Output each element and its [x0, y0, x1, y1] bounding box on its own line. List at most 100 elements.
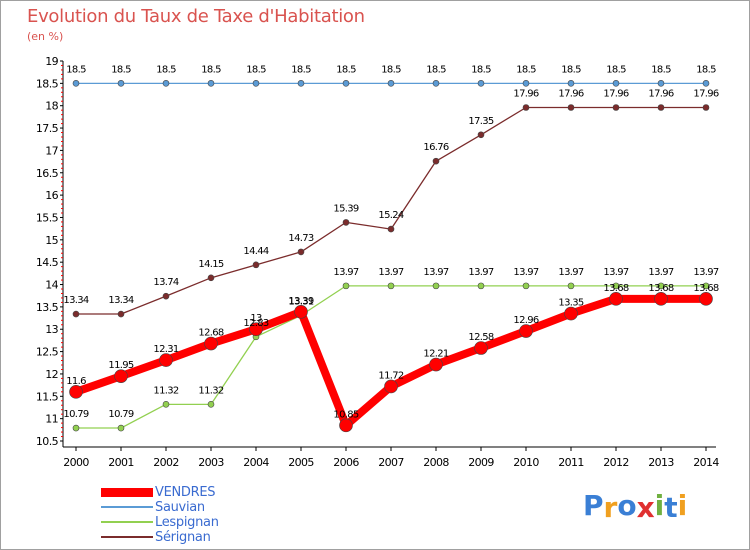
series-vendres-point [249, 322, 263, 337]
series-vendres [69, 292, 713, 433]
series-lespignan-point [477, 282, 485, 290]
series-lespignan-data-label: 13.97 [468, 267, 493, 278]
axes: 10.5 11 11.5 12 12.5 13 13.5 14 14.5 15 15.5 16 16.5… [36, 55, 720, 469]
series-lespignan-data-label: 13.97 [603, 267, 628, 278]
series-serignan-point [567, 104, 575, 111]
series-serignan-point [612, 104, 620, 111]
series-serignan-point [72, 310, 80, 318]
y-tick-label: 11.5 [36, 390, 59, 403]
series-sauvian-data-label: 18.5 [381, 64, 401, 75]
series-serignan-data-label: 15.39 [333, 203, 358, 214]
series-sauvian-data-label: 18.5 [426, 64, 446, 75]
y-tick-label: 13.5 [36, 301, 59, 314]
logo-letter: i [677, 489, 688, 522]
series-serignan-point [342, 219, 350, 226]
series-lespignan-data-label: 13.97 [333, 267, 358, 278]
series-vendres-data-label: 11.95 [108, 360, 133, 371]
logo-letter: i [654, 489, 665, 522]
series-serignan [72, 104, 710, 318]
series-sauvian-data-label: 18.5 [336, 64, 356, 75]
series-sauvian-point [702, 80, 710, 87]
series-vendres-data-label: 12.21 [423, 349, 448, 360]
series-lespignan-data-label: 10.79 [63, 409, 88, 420]
series-serignan-data-label: 13.34 [108, 295, 133, 306]
legend-swatch-vendres [101, 487, 153, 497]
series-sauvian-point [207, 80, 215, 87]
series-vendres-data-label: 12.96 [513, 315, 538, 326]
series-serignan-point [432, 157, 440, 165]
legend-swatch-serignan [101, 536, 153, 538]
x-tick-label: 2010 [513, 456, 539, 469]
x-tick-label: 2009 [468, 456, 494, 469]
x-tick-label: 2008 [423, 456, 449, 469]
legend-label-vendres: VENDRES [155, 485, 216, 500]
series-sauvian-point [657, 80, 665, 87]
y-tick-label: 13 [45, 323, 58, 336]
series-vendres-data-label: 13.39 [288, 296, 313, 307]
legend-label-sauvian: Sauvian [155, 500, 205, 515]
series-serignan-point [117, 310, 125, 318]
chart-unit: (en %) [27, 30, 64, 43]
series-lespignan-point [207, 401, 215, 408]
series-lespignan-point [702, 282, 710, 290]
series-lespignan-data-label: 13.97 [513, 267, 538, 278]
series-vendres-point [429, 357, 443, 372]
logo-letter: P [583, 489, 604, 522]
series-lespignan-point [612, 282, 620, 290]
series-vendres-data-label: 12.68 [198, 328, 223, 339]
logo-letter: r [603, 491, 618, 524]
series-sauvian-point [117, 80, 125, 87]
series-vendres-data-label: 13.35 [558, 298, 583, 309]
series-lespignan-data-label: 11.32 [153, 385, 178, 396]
series-serignan-data-label: 17.96 [648, 88, 673, 99]
x-tick-label: 2007 [378, 456, 404, 469]
series-serignan-data-label: 14.44 [243, 246, 268, 257]
x-tick-label: 2011 [558, 456, 584, 469]
series-sauvian-point [297, 80, 305, 87]
series-serignan-point [297, 248, 305, 256]
series-lespignan-point [567, 282, 575, 290]
x-tick-label: 2003 [198, 456, 224, 469]
series-lespignan-point [432, 282, 440, 290]
series-vendres-point [159, 353, 173, 367]
series-serignan-data-label: 14.15 [198, 259, 223, 270]
x-tick-label: 2000 [63, 456, 89, 469]
series-lespignan-point [522, 282, 530, 290]
series-sauvian-data-label: 18.5 [561, 64, 581, 75]
series-layer [69, 80, 713, 433]
series-vendres-point [654, 292, 668, 306]
series-serignan-data-label: 14.73 [288, 233, 313, 244]
series-serignan-data-label: 17.96 [693, 88, 718, 99]
x-tick-label: 2013 [648, 456, 674, 469]
series-sauvian-point [477, 80, 485, 87]
series-lespignan-point [117, 424, 125, 432]
logo-letter: o [617, 489, 637, 522]
series-serignan-point [702, 104, 710, 111]
x-tick-label: 2006 [333, 456, 359, 469]
series-vendres-point [564, 306, 578, 321]
y-tick-label: 15.5 [36, 211, 59, 224]
series-sauvian-data-label: 18.5 [66, 64, 86, 75]
series-serignan-data-label: 17.35 [468, 116, 493, 127]
series-vendres-data-label: 10.85 [333, 409, 358, 420]
y-tick-label: 15 [45, 234, 58, 247]
y-tick-label: 17 [45, 144, 58, 157]
y-tick-label: 18 [45, 100, 58, 113]
series-vendres-point [114, 369, 128, 383]
series-sauvian-point [252, 80, 260, 87]
chart-title: Evolution du Taux de Taxe d'Habitation [27, 6, 365, 27]
series-vendres-point [699, 292, 713, 306]
y-tick-label: 16.5 [36, 167, 59, 180]
series-serignan-data-label: 17.96 [513, 88, 538, 99]
series-serignan-data-label: 17.96 [558, 88, 583, 99]
series-serignan-point [387, 225, 395, 233]
series-sauvian [72, 80, 710, 87]
series-serignan-point [252, 261, 260, 269]
proxiti-logo: Proxiti [583, 489, 688, 524]
y-tick-label: 17.5 [36, 122, 59, 135]
series-sauvian-point [342, 80, 350, 87]
series-serignan-data-label: 15.24 [378, 210, 403, 221]
series-lespignan-data-label: 11.32 [198, 385, 223, 396]
